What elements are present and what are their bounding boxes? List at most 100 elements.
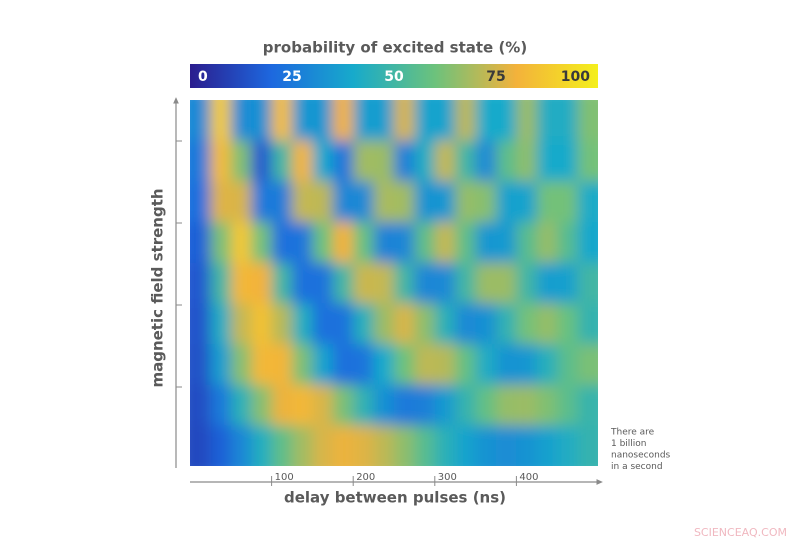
heatmap-cell xyxy=(536,425,558,466)
heatmap-cell xyxy=(271,384,293,426)
heatmap-cell xyxy=(292,262,313,304)
heatmap-cell xyxy=(414,425,436,466)
heatmap-cell xyxy=(190,222,211,264)
heatmap-cell xyxy=(373,100,395,142)
heatmap-cell xyxy=(394,425,415,466)
heatmap-cell xyxy=(557,222,579,264)
colorbar-tick-label: 50 xyxy=(384,69,404,85)
heatmap-cell xyxy=(394,384,415,426)
x-axis-label: delay between pulses (ns) xyxy=(284,489,506,507)
heatmap-cell xyxy=(230,181,252,223)
heatmap-cell xyxy=(251,384,273,426)
x-tick-label: 400 xyxy=(519,472,538,483)
heatmap-cell xyxy=(312,222,334,264)
heatmap-cell xyxy=(496,181,517,223)
heatmap-cell xyxy=(536,181,558,223)
heatmap-cell xyxy=(475,140,497,182)
heatmap-cell xyxy=(353,181,375,223)
heatmap-cell xyxy=(353,384,375,426)
heatmap-cell xyxy=(475,100,497,142)
heatmap-cell xyxy=(394,303,415,345)
heatmap-cell xyxy=(210,303,232,345)
heatmap-cell xyxy=(373,344,395,386)
heatmap-cell xyxy=(455,384,477,426)
heatmap-cell xyxy=(373,384,395,426)
heatmap-cell xyxy=(577,100,598,142)
annotation: nanoseconds xyxy=(611,451,671,461)
heatmap-cell xyxy=(332,425,354,466)
x-tick-label: 100 xyxy=(275,472,294,483)
heatmap-cell xyxy=(394,344,415,386)
heatmap-cell xyxy=(536,140,558,182)
heatmap-cell xyxy=(577,425,598,466)
heatmap-cell xyxy=(394,181,415,223)
heatmap-cell xyxy=(557,181,579,223)
heatmap-cell xyxy=(536,262,558,304)
heatmap-cell xyxy=(190,344,211,386)
heatmap-cell xyxy=(332,181,354,223)
heatmap-cell xyxy=(251,303,273,345)
heatmap-cell xyxy=(394,100,415,142)
heatmap-cell xyxy=(251,425,273,466)
heatmap-cell xyxy=(516,181,538,223)
heatmap-cell xyxy=(271,181,293,223)
heatmap-cell xyxy=(577,140,598,182)
heatmap-cell xyxy=(536,222,558,264)
heatmap-cell xyxy=(536,100,558,142)
colorbar-tick-label: 100 xyxy=(561,69,590,85)
colorbar-title: probability of excited state (%) xyxy=(263,39,527,57)
heatmap-cell xyxy=(516,303,538,345)
heatmap-cell xyxy=(210,344,232,386)
heatmap-cell xyxy=(312,384,334,426)
heatmap-cell xyxy=(455,425,477,466)
heatmap-cell xyxy=(190,303,211,345)
watermark: SCIENCEAQ.COM xyxy=(694,526,787,539)
heatmap-cell xyxy=(516,262,538,304)
heatmap-cell xyxy=(312,262,334,304)
heatmap-cell xyxy=(292,140,313,182)
colorbar xyxy=(190,64,598,88)
heatmap-cell xyxy=(496,222,517,264)
heatmap-cell xyxy=(516,344,538,386)
heatmap-cell xyxy=(394,262,415,304)
heatmap-cell xyxy=(271,262,293,304)
heatmap-cell xyxy=(414,344,436,386)
heatmap-cell xyxy=(332,140,354,182)
heatmap xyxy=(190,100,598,466)
heatmap-cell xyxy=(373,140,395,182)
heatmap-cell xyxy=(190,100,211,142)
heatmap-cell xyxy=(251,222,273,264)
heatmap-cell xyxy=(536,344,558,386)
heatmap-cell xyxy=(455,100,477,142)
heatmap-cell xyxy=(210,181,232,223)
heatmap-cell xyxy=(210,384,232,426)
heatmap-cell xyxy=(251,100,273,142)
heatmap-cell xyxy=(353,140,375,182)
heatmap-cell xyxy=(496,384,517,426)
heatmap-cell xyxy=(434,425,456,466)
heatmap-cell xyxy=(434,181,456,223)
heatmap-cell xyxy=(414,140,436,182)
heatmap-cell xyxy=(332,100,354,142)
heatmap-cell xyxy=(312,425,334,466)
heatmap-cell xyxy=(230,425,252,466)
heatmap-cell xyxy=(251,262,273,304)
heatmap-cell xyxy=(230,140,252,182)
heatmap-cell xyxy=(312,181,334,223)
heatmap-cell xyxy=(332,262,354,304)
heatmap-cell xyxy=(557,303,579,345)
heatmap-cell xyxy=(455,262,477,304)
heatmap-cell xyxy=(271,303,293,345)
heatmap-cell xyxy=(557,384,579,426)
annotation: There are xyxy=(610,428,655,438)
heatmap-cell xyxy=(414,181,436,223)
heatmap-cell xyxy=(434,100,456,142)
heatmap-cell xyxy=(394,222,415,264)
colorbar-tick-label: 75 xyxy=(486,69,505,85)
heatmap-cell xyxy=(434,344,456,386)
heatmap-cell xyxy=(230,303,252,345)
heatmap-cell xyxy=(475,425,497,466)
heatmap-cell xyxy=(577,384,598,426)
heatmap-cell xyxy=(373,303,395,345)
heatmap-cell xyxy=(475,384,497,426)
